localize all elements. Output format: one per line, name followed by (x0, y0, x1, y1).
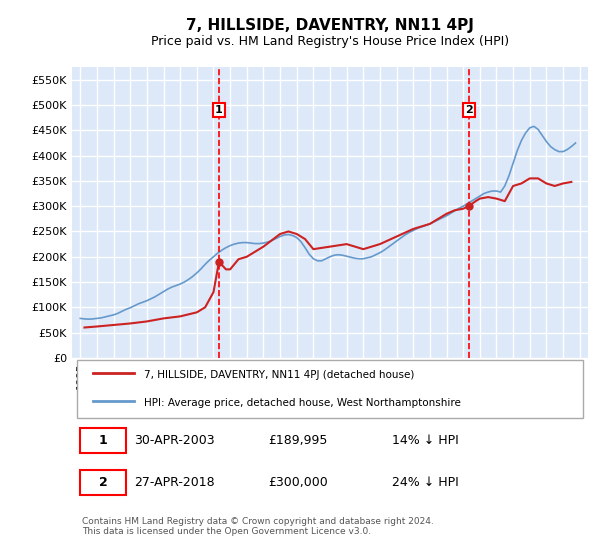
FancyBboxPatch shape (80, 470, 126, 495)
FancyBboxPatch shape (80, 428, 126, 453)
Text: 7, HILLSIDE, DAVENTRY, NN11 4PJ: 7, HILLSIDE, DAVENTRY, NN11 4PJ (186, 18, 474, 32)
Text: Contains HM Land Registry data © Crown copyright and database right 2024.
This d: Contains HM Land Registry data © Crown c… (82, 517, 434, 536)
Text: 1: 1 (98, 433, 107, 447)
Text: 1: 1 (215, 105, 223, 115)
Text: 2: 2 (465, 105, 473, 115)
Text: 30-APR-2003: 30-APR-2003 (134, 433, 215, 447)
Text: £189,995: £189,995 (268, 433, 328, 447)
Text: 14% ↓ HPI: 14% ↓ HPI (392, 433, 458, 447)
Text: HPI: Average price, detached house, West Northamptonshire: HPI: Average price, detached house, West… (144, 398, 461, 408)
Text: 24% ↓ HPI: 24% ↓ HPI (392, 475, 458, 489)
Text: 7, HILLSIDE, DAVENTRY, NN11 4PJ (detached house): 7, HILLSIDE, DAVENTRY, NN11 4PJ (detache… (144, 370, 415, 380)
Text: Price paid vs. HM Land Registry's House Price Index (HPI): Price paid vs. HM Land Registry's House … (151, 35, 509, 49)
Text: 2: 2 (98, 475, 107, 489)
FancyBboxPatch shape (77, 360, 583, 418)
Text: 27-APR-2018: 27-APR-2018 (134, 475, 215, 489)
Text: £300,000: £300,000 (268, 475, 328, 489)
